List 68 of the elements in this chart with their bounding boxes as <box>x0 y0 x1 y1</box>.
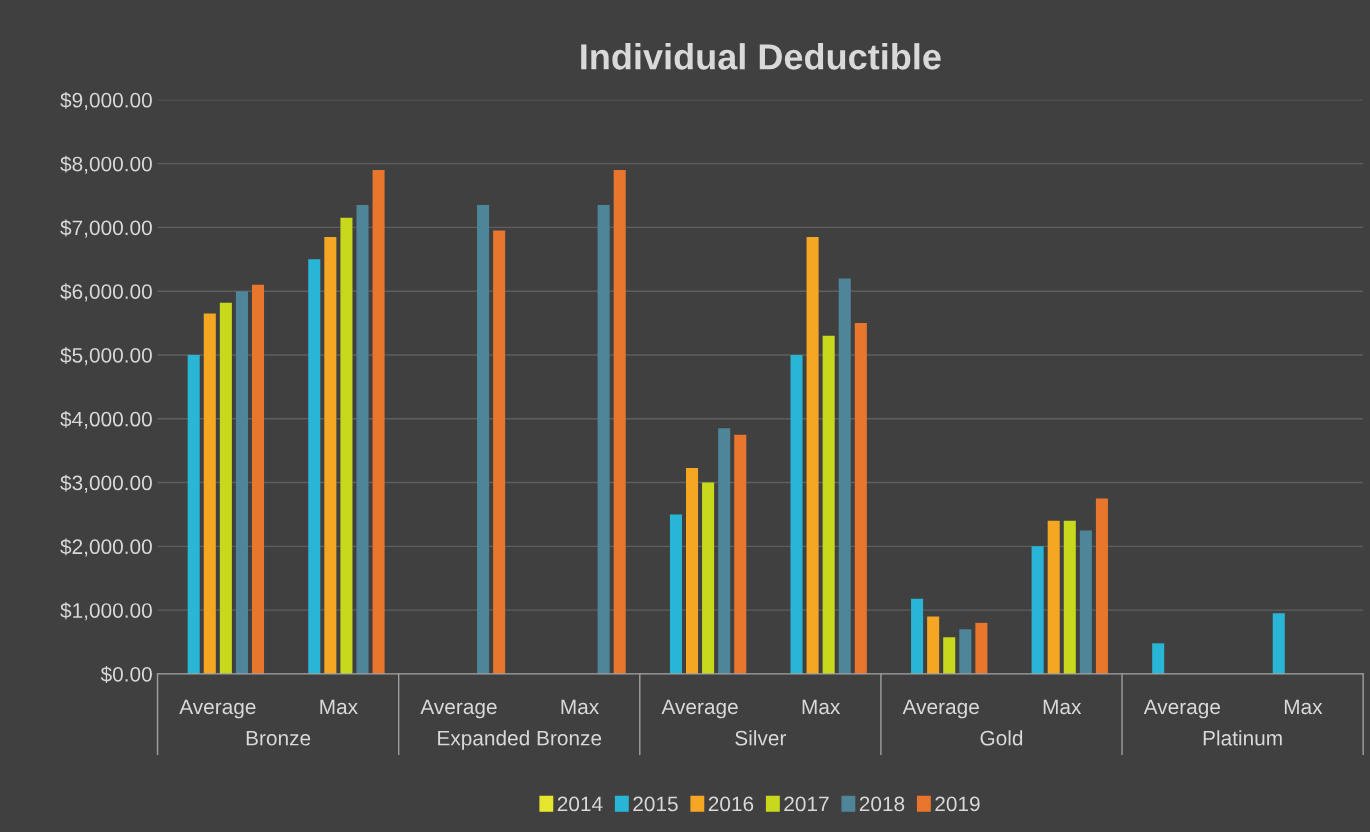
bar <box>597 205 610 674</box>
bar <box>734 434 747 674</box>
y-tick-label: $8,000.00 <box>60 155 152 174</box>
x-tick-label: Max <box>802 699 841 715</box>
y-tick-label: $9,000.00 <box>60 91 152 111</box>
y-tick-label: $2,000.00 <box>60 538 152 557</box>
bar <box>669 514 682 674</box>
x-tick-label: Max <box>320 699 358 715</box>
x-tick-label: Average <box>661 699 738 719</box>
x-tick-label: Average <box>1143 699 1220 719</box>
x-tick-label: Average <box>420 699 497 719</box>
bar <box>1031 546 1044 674</box>
bar <box>324 236 337 674</box>
bar <box>911 598 924 674</box>
text: Gold <box>980 730 1023 746</box>
chart-title: Individual Deductible <box>581 43 941 70</box>
bar <box>686 467 699 674</box>
bar <box>943 637 956 674</box>
text: Expanded Bronze <box>438 730 602 750</box>
bar <box>235 291 248 674</box>
legend-label: 2019 <box>935 796 980 812</box>
text: Silver <box>735 730 787 746</box>
bar <box>219 302 232 674</box>
x-tick-label: Max <box>1043 699 1082 715</box>
bar <box>356 205 369 674</box>
bar <box>806 236 819 674</box>
bar <box>613 170 626 674</box>
bar <box>308 259 321 674</box>
y-tick-label: $0.00 <box>100 666 152 683</box>
legend-label: 2015 <box>633 796 678 812</box>
bar <box>718 428 731 674</box>
legend-label: 2017 <box>784 796 829 812</box>
bar <box>340 217 353 674</box>
text: Platinum <box>1203 730 1282 746</box>
bar <box>1272 613 1285 674</box>
bar <box>1095 498 1108 674</box>
legend-label: 2014 <box>557 796 603 812</box>
bar <box>927 616 940 674</box>
bar <box>838 278 851 674</box>
x-tick-label: Average <box>179 699 256 719</box>
y-tick-label: $1,000.00 <box>60 602 152 621</box>
bar <box>1079 530 1092 674</box>
legend-label: 2018 <box>859 796 905 812</box>
bar <box>493 230 506 674</box>
y-tick-label: $5,000.00 <box>60 347 152 366</box>
bar <box>702 482 715 674</box>
bar <box>1063 520 1076 674</box>
y-tick-label: $6,000.00 <box>60 283 152 302</box>
x-tick-label: Max <box>1284 699 1323 715</box>
y-tick-label: $4,000.00 <box>60 410 152 429</box>
bar <box>959 629 972 674</box>
bar <box>203 313 216 674</box>
legend-label: 2016 <box>708 796 754 812</box>
bar <box>1047 520 1060 674</box>
bar <box>790 354 803 674</box>
y-tick-label: $7,000.00 <box>60 219 152 238</box>
x-tick-label: Average <box>902 699 979 719</box>
bar <box>822 335 835 674</box>
bar <box>372 170 385 674</box>
bar <box>477 205 490 674</box>
text: Bronze <box>246 730 311 746</box>
bar <box>1152 643 1165 674</box>
bar <box>251 284 265 674</box>
y-tick-label: $3,000.00 <box>60 474 152 493</box>
bar <box>975 622 988 674</box>
bar <box>854 323 867 674</box>
x-tick-label: Max <box>561 699 599 715</box>
bar <box>187 354 200 674</box>
